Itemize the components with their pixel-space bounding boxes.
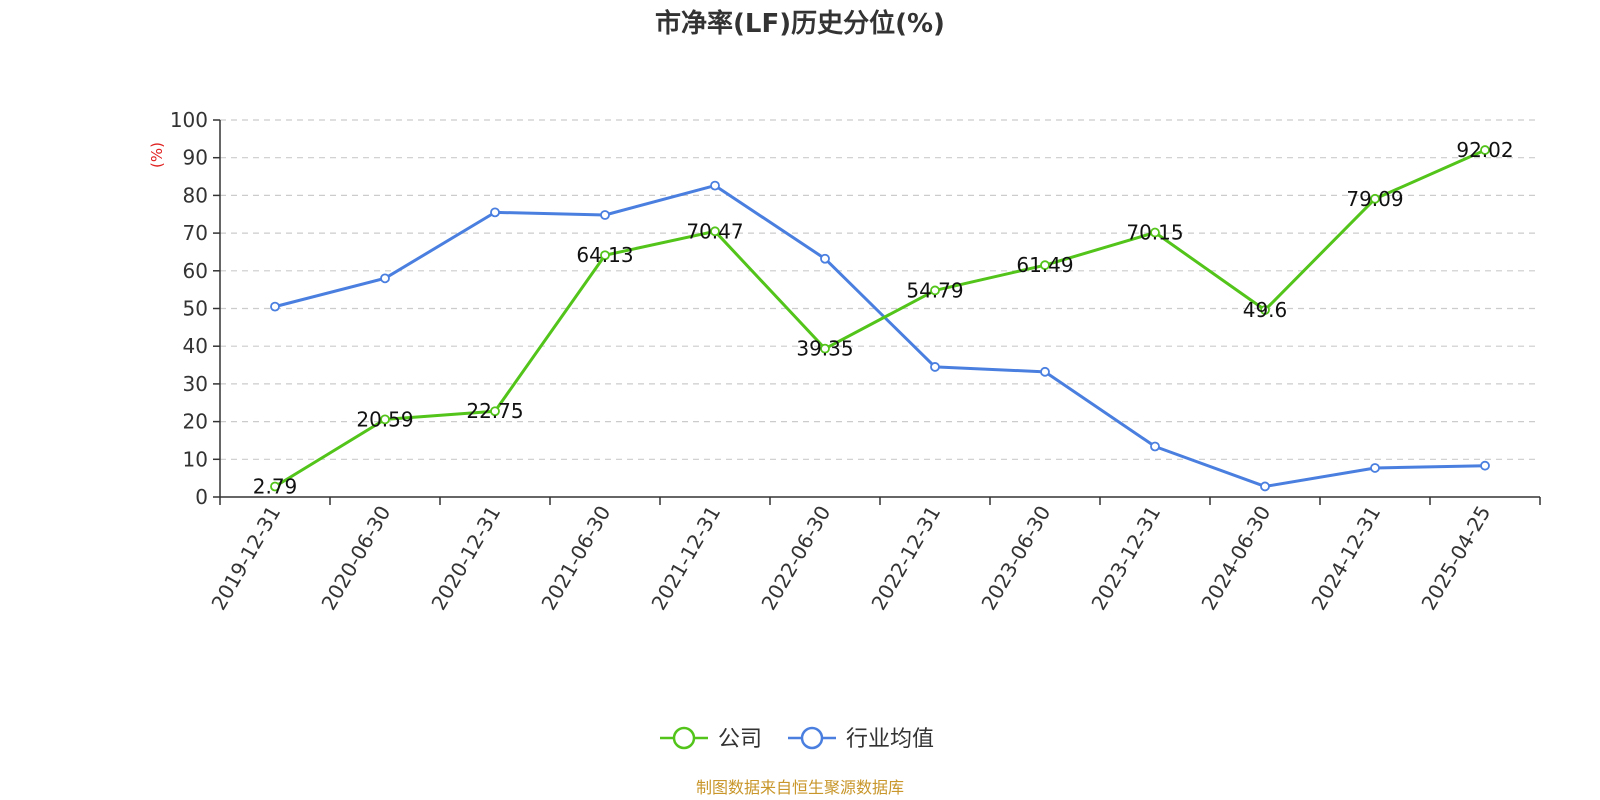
x-tick-label: 2025-04-25 [1416, 502, 1495, 615]
data-point [1260, 481, 1270, 492]
x-tick-label: 2020-06-30 [316, 502, 395, 615]
data-point [270, 481, 280, 492]
data-label: 70.47 [686, 219, 743, 243]
data-point [1480, 460, 1490, 471]
data-labels: 2.79 20.59 22.75 64.13 70.47 39.35 54.79 61.49 7… [253, 138, 1514, 498]
data-point [380, 273, 390, 284]
data-point [1370, 463, 1380, 473]
y-tick-label: 50 [183, 297, 208, 321]
data-point [710, 226, 720, 237]
data-label: 39.35 [796, 337, 853, 361]
data-label: 92.02 [1456, 138, 1513, 162]
data-label: 70.15 [1126, 221, 1183, 245]
y-tick-label: 20 [183, 410, 208, 434]
data-point [1040, 260, 1050, 271]
series-line-company [274, 148, 1486, 488]
data-point [820, 343, 830, 354]
data-point [1370, 193, 1380, 204]
series-line-industry [274, 184, 1486, 488]
y-tick-label: 100 [170, 108, 208, 132]
legend-label-company: 公司 [718, 727, 762, 752]
y-tick-label: 80 [183, 183, 208, 207]
y-tick-label: 90 [183, 146, 208, 170]
y-axis-unit-label: (%) [148, 142, 166, 168]
data-point [1150, 441, 1160, 452]
chart-title: 市净率(LF)历史分位(%) [655, 8, 945, 39]
data-point [1040, 366, 1050, 377]
x-tick-label: 2024-06-30 [1196, 502, 1275, 615]
series-lines [270, 145, 1490, 492]
data-label: 54.79 [906, 278, 963, 302]
data-label: 22.75 [466, 399, 523, 423]
y-tick-label: 10 [183, 447, 208, 471]
x-tick-label: 2023-12-31 [1086, 502, 1165, 615]
x-tick-label: 2023-06-30 [976, 502, 1055, 615]
data-point [600, 210, 610, 220]
x-tick-label: 2020-12-31 [426, 502, 505, 615]
x-tick-label: 2021-06-30 [536, 502, 615, 615]
data-point [1260, 305, 1270, 315]
data-label: 64.13 [576, 243, 633, 267]
x-tick-label: 2021-12-31 [646, 502, 725, 615]
data-point [930, 285, 940, 296]
legend-circle-icon [800, 726, 824, 750]
data-label: 61.49 [1016, 253, 1073, 277]
data-label: 79.09 [1346, 187, 1403, 211]
x-tick-label: 2019-12-31 [206, 502, 285, 615]
y-tick-label: 70 [183, 221, 208, 245]
legend-item-company[interactable]: 公司 [660, 726, 762, 752]
y-tick-label: 0 [195, 485, 208, 509]
grid-lines [220, 119, 1540, 460]
x-tick-label: 2022-12-31 [866, 502, 945, 615]
data-point [490, 406, 500, 417]
x-tick-label: 2022-06-30 [756, 502, 835, 615]
data-point [710, 180, 720, 191]
legend-circle-icon [672, 726, 696, 750]
data-point [270, 301, 280, 312]
data-point [380, 414, 390, 425]
y-tick-label: 60 [183, 259, 208, 283]
data-label: 2.79 [253, 474, 298, 498]
data-label: 49.6 [1243, 298, 1288, 322]
data-point [930, 362, 940, 372]
x-tick-label: 2024-12-31 [1306, 502, 1385, 615]
legend[interactable]: 公司 行业均值 [660, 726, 934, 752]
data-point [490, 207, 500, 218]
data-point [1480, 145, 1490, 155]
data-label: 20.59 [356, 407, 413, 431]
data-source-note: 制图数据来自恒生聚源数据库 [696, 778, 904, 797]
y-tick-label: 40 [183, 334, 208, 358]
data-point [820, 253, 830, 264]
legend-label-industry: 行业均值 [846, 727, 934, 752]
data-point [1150, 227, 1160, 238]
data-point [600, 250, 610, 261]
legend-item-industry[interactable]: 行业均值 [788, 726, 934, 752]
axes: 0 10 20 30 40 50 60 70 80 90 100 2019-12-31 2020-06-… [170, 108, 1541, 615]
y-tick-label: 30 [183, 372, 208, 396]
